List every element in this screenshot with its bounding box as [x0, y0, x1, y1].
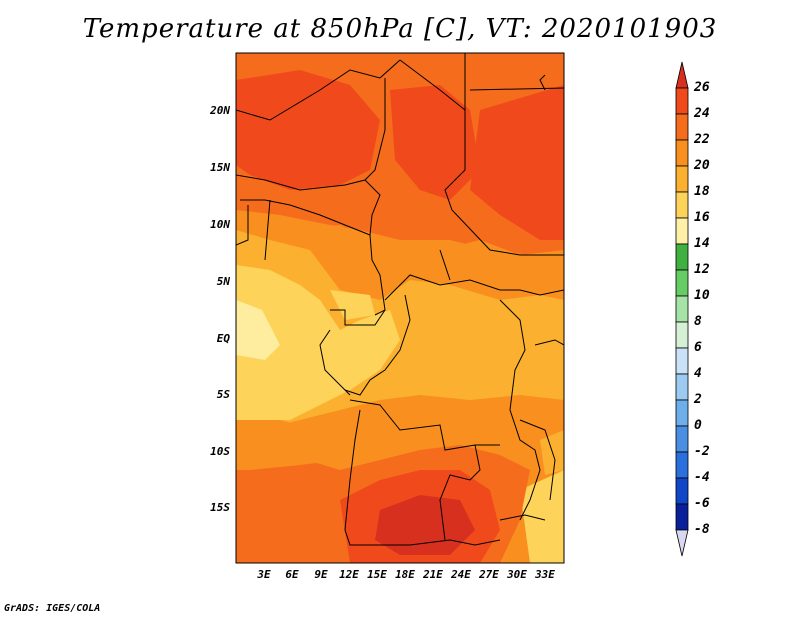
temperature-field [236, 53, 564, 563]
lon-tick-3e: 3E [257, 568, 271, 581]
colorbar-tick-label: -8 [694, 522, 710, 537]
lat-tick-15s: 15S [210, 501, 230, 514]
colorbar-segment [675, 139, 689, 167]
colorbar-tick-label: -6 [694, 496, 710, 511]
chart-title: Temperature at 850hPa [C], VT: 202010190… [82, 14, 718, 44]
lon-tick-33e: 33E [535, 568, 555, 581]
credit-text: GrADS: IGES/COLA [4, 603, 101, 614]
lon-tick-21e: 21E [423, 568, 443, 581]
colorbar-tick-label: 12 [694, 262, 710, 277]
colorbar-tick-label: 6 [694, 340, 702, 355]
lon-tick-6e: 6E [285, 568, 299, 581]
colorbar-tick-label: 4 [694, 366, 702, 381]
colorbar-tick-label: 10 [694, 288, 710, 303]
lat-tick-10n: 10N [210, 218, 230, 231]
colorbar-segment [675, 347, 689, 375]
lon-tick-9e: 9E [314, 568, 328, 581]
colorbar-tick-label: 8 [694, 314, 702, 329]
lat-tick-20n: 20N [210, 104, 230, 117]
colorbar-tick-label: 20 [694, 158, 710, 173]
colorbar-segment [675, 451, 689, 479]
colorbar-tick-label: 16 [694, 210, 710, 225]
lat-tick-15n: 15N [210, 161, 230, 174]
colorbar-segment [675, 373, 689, 401]
lon-tick-18e: 18E [395, 568, 415, 581]
colorbar-tick-label: 0 [694, 418, 702, 433]
colorbar-tick-label: 26 [694, 80, 710, 95]
colorbar-segment [675, 425, 689, 453]
colorbar-segment [675, 399, 689, 427]
colorbar-tick-label: 2 [694, 392, 702, 407]
colorbar-bottom-arrow [675, 529, 689, 557]
lat-tick-5n: 5N [216, 275, 230, 288]
lat-tick-10s: 10S [210, 445, 230, 458]
colorbar-segment [675, 191, 689, 219]
colorbar-tick-label: -2 [694, 444, 710, 459]
colorbar-segment [675, 87, 689, 115]
colorbar-tick-label: -4 [694, 470, 710, 485]
colorbar-segment [675, 269, 689, 297]
country-borders [236, 53, 564, 546]
colorbar-tick-label: 24 [694, 106, 710, 121]
colorbar-segment [675, 295, 689, 323]
colorbar-tick-label: 14 [694, 236, 710, 251]
colorbar-segment [675, 321, 689, 349]
colorbar-tick-label: 18 [694, 184, 710, 199]
lon-tick-30e: 30E [507, 568, 527, 581]
colorbar-segment [675, 217, 689, 245]
lat-tick-eq: EQ [216, 332, 230, 345]
colorbar-segment [675, 243, 689, 271]
lon-tick-27e: 27E [479, 568, 499, 581]
colorbar-segment [675, 165, 689, 193]
lon-tick-24e: 24E [451, 568, 471, 581]
colorbar-segment [675, 503, 689, 531]
colorbar-top-arrow [675, 61, 689, 89]
lon-tick-15e: 15E [367, 568, 387, 581]
colorbar-segment [675, 113, 689, 141]
lat-tick-5s: 5S [216, 388, 230, 401]
lon-tick-12e: 12E [339, 568, 359, 581]
colorbar-tick-label: 22 [694, 132, 710, 147]
colorbar-segment [675, 477, 689, 505]
colorbar [675, 61, 689, 557]
map-frame [235, 52, 565, 564]
